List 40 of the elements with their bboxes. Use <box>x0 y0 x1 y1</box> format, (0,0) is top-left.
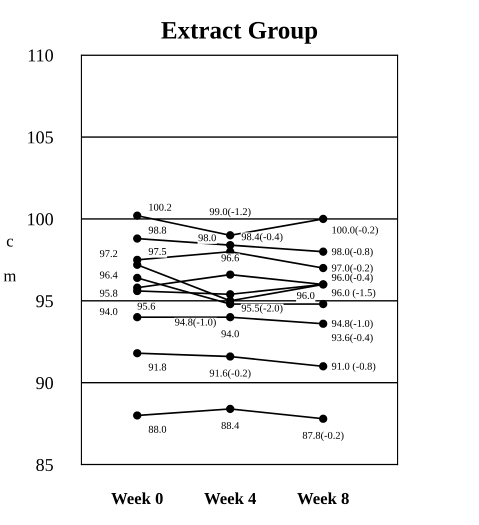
y-tick-label: 95 <box>36 295 53 308</box>
annotation: 91.6(-0.2) <box>210 369 251 379</box>
annotation: 96.0 <box>296 292 314 300</box>
chart-title: Extract Group <box>161 22 318 44</box>
annotation: 98.4(-0.4) <box>242 232 283 242</box>
y-tick-label: 100 <box>28 213 53 226</box>
annotation: 95.6 <box>138 302 156 310</box>
x-tick-label: Week 0 <box>111 492 163 504</box>
annotation: 98.8 <box>148 226 166 234</box>
annotation: 98.0(-0.8) <box>332 248 373 258</box>
annotation: 100.0(-0.2) <box>332 226 378 236</box>
y-tick-label: 105 <box>28 131 53 144</box>
annotation: 91.0 (-0.8) <box>332 362 376 372</box>
annotation: 99.0(-1.2) <box>210 208 251 218</box>
annotation: 97.2 <box>100 250 118 258</box>
annotation: 94.0 <box>221 330 239 338</box>
annotation: 94.8(-1.0) <box>174 318 216 328</box>
y-tick-label: 85 <box>36 458 53 472</box>
text: cm <box>4 238 16 282</box>
annotation: 96.4 <box>100 272 118 279</box>
annotation: 94.0 <box>100 308 118 316</box>
annotation: 95.8 <box>100 290 118 297</box>
annotation: 88.0 <box>148 426 166 433</box>
y-tick-label: 110 <box>28 49 53 62</box>
annotation: 97.5 <box>148 248 166 256</box>
annotation: 95.5(-2.0) <box>242 304 283 314</box>
y-tick-label: 90 <box>36 376 53 390</box>
annotation: 93.6(-0.4) <box>332 334 373 344</box>
annotation: 96.0(-0.4) <box>332 274 373 284</box>
annotation: 97.0(-0.2) <box>332 264 373 274</box>
annotation: 94.8(-1.0) <box>332 320 373 330</box>
x-tick-label: Week 4 <box>204 492 256 504</box>
annotation: 87.8(-0.2) <box>302 432 344 441</box>
annotation: 98.0 <box>198 234 216 242</box>
x-tick-label: Week 8 <box>297 492 349 504</box>
annotation: 96.6 <box>221 254 240 262</box>
annotation: 91.8 <box>148 364 166 371</box>
annotation: 96.0 (-1.5) <box>332 288 376 298</box>
annotation: 100.2 <box>149 204 172 211</box>
annotation: 88.4 <box>221 422 240 430</box>
